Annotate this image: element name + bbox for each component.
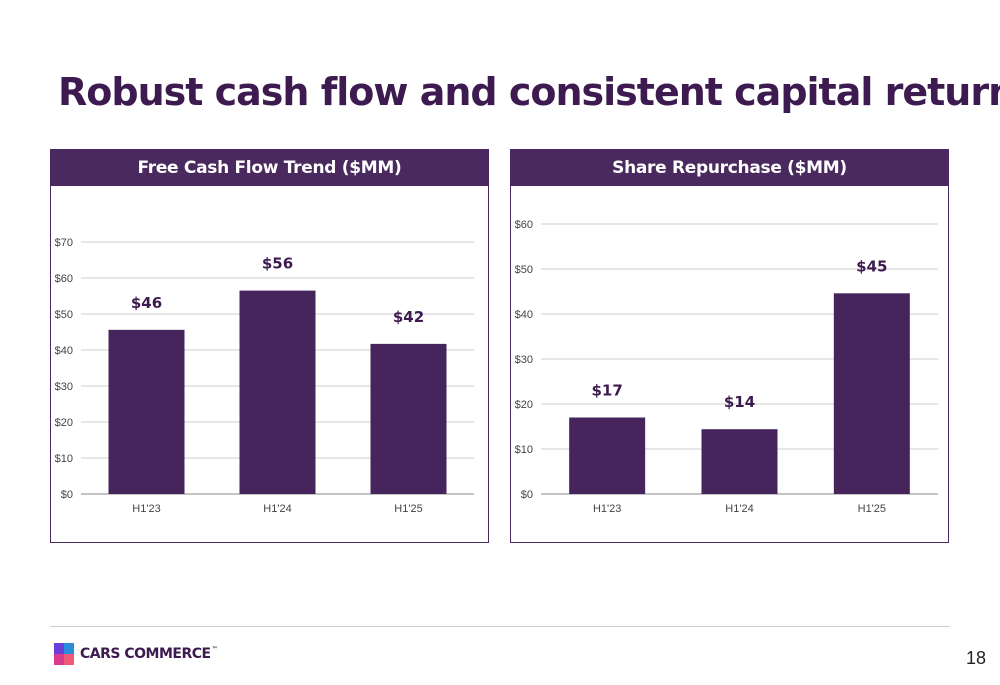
y-tick-label: $10 (55, 453, 73, 465)
company-logo: CARS COMMERCE™ (54, 643, 218, 665)
bar (108, 329, 185, 494)
y-tick-label: $50 (515, 264, 533, 276)
y-tick-label: $40 (55, 345, 73, 357)
logo-trademark: ™ (211, 646, 218, 653)
chart-title: Free Cash Flow Trend ($MM) (51, 150, 488, 186)
free-cash-flow-panel: Free Cash Flow Trend ($MM) $0 $10 $20 $30 $4… (50, 149, 489, 543)
y-tick-label: $70 (55, 237, 73, 249)
y-tick-label: $30 (55, 381, 73, 393)
y-tick-label: $20 (55, 417, 73, 429)
x-tick-label: H1'23 (593, 503, 621, 515)
bar (833, 293, 910, 494)
cars-commerce-logo-icon (54, 643, 74, 665)
x-tick-label: H1'25 (394, 503, 422, 515)
y-tick-label: $60 (55, 273, 73, 285)
logo-block-top-left (54, 643, 64, 654)
free-cash-flow-chart: $0 $10 $20 $30 $40 $50 $60 $70 $46 H1'23 $56 H1'24 $… (55, 237, 474, 515)
page-title: Robust cash flow and consistent capital … (58, 70, 1000, 114)
y-tick-label: $50 (55, 309, 73, 321)
data-label: $46 (131, 294, 162, 312)
x-tick-label: H1'24 (263, 503, 291, 515)
data-label: $42 (393, 308, 424, 326)
y-tick-label: $0 (61, 489, 73, 501)
x-tick-label: H1'24 (725, 503, 753, 515)
bar (701, 429, 778, 494)
y-tick-label: $60 (515, 219, 533, 231)
share-repurchase-chart: $0 $10 $20 $30 $40 $50 $60 $17 H1'23 $14 H1'24 $45 H… (515, 219, 938, 515)
y-tick-label: $0 (521, 489, 533, 501)
y-tick-label: $30 (515, 354, 533, 366)
y-tick-label: $10 (515, 444, 533, 456)
footer-divider (50, 626, 950, 627)
y-tick-label: $40 (515, 309, 533, 321)
logo-block-bottom-right (64, 654, 74, 665)
share-repurchase-panel: Share Repurchase ($MM) $0 $10 $20 $30 $40 $50… (510, 149, 949, 543)
page-number: 18 (965, 648, 986, 668)
data-label: $45 (856, 257, 887, 275)
data-label: $17 (592, 382, 623, 400)
data-label: $14 (724, 393, 755, 411)
x-tick-label: H1'25 (858, 503, 886, 515)
bar (239, 290, 316, 494)
logo-block-bottom-left (54, 654, 64, 665)
logo-block-top-right (64, 643, 74, 654)
chart-title: Share Repurchase ($MM) (511, 150, 948, 186)
data-label: $56 (262, 255, 293, 273)
x-tick-label: H1'23 (132, 503, 160, 515)
bar (370, 343, 447, 494)
y-tick-label: $20 (515, 399, 533, 411)
logo-text: CARS COMMERCE (80, 646, 211, 662)
bar (569, 417, 646, 494)
